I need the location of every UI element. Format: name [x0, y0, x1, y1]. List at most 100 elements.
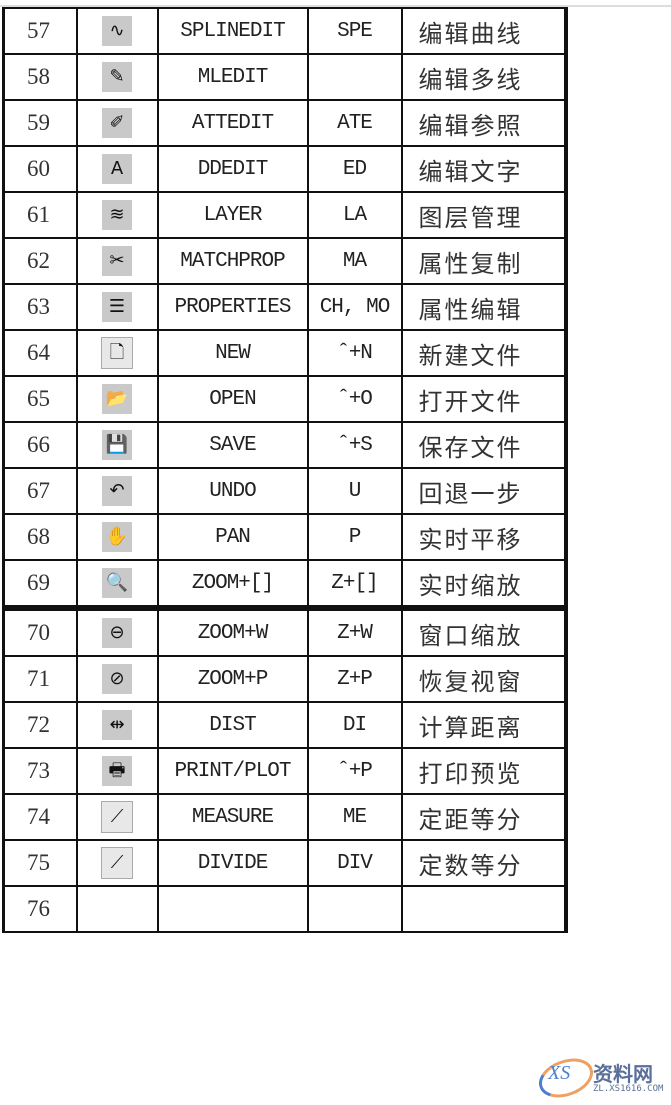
row-number: 70: [2, 605, 78, 657]
command-alias: ˆ+P: [306, 747, 403, 795]
row-number: 68: [2, 513, 78, 561]
watermark-logo: XS: [548, 1062, 571, 1084]
row-number: 57: [2, 7, 78, 55]
command-name: UNDO: [156, 467, 309, 515]
command-name: ZOOM+W: [156, 605, 309, 657]
command-name: ZOOM+[]: [156, 559, 309, 609]
command-name: MLEDIT: [156, 53, 309, 101]
table-row: 74 ⟋ MEASURE ME 定距等分: [2, 793, 567, 841]
command-alias: ˆ+O: [306, 375, 403, 423]
icon-cell: ↶: [75, 467, 159, 515]
command-description: 计算距离: [400, 701, 567, 749]
measure-icon: ⟋: [101, 801, 133, 833]
icon-cell: A: [75, 145, 159, 193]
command-description: 回退一步: [400, 467, 567, 515]
table-row: 65 📂 OPEN ˆ+O 打开文件: [2, 375, 567, 423]
table-row: 70 ⊖ ZOOM+W Z+W 窗口缩放: [2, 605, 567, 657]
command-name: NEW: [156, 329, 309, 377]
icon-cell: ≋: [75, 191, 159, 239]
command-alias: ME: [306, 793, 403, 841]
command-name: DDEDIT: [156, 145, 309, 193]
table-row: 72 ⇹ DIST DI 计算距离: [2, 701, 567, 749]
table-row: 71 ⊘ ZOOM+P Z+P 恢复视窗: [2, 655, 567, 703]
command-description: 定数等分: [400, 839, 567, 887]
command-name: PROPERTIES: [156, 283, 309, 331]
command-description: 编辑多线: [400, 53, 567, 101]
table-row: 64 🗋 NEW ˆ+N 新建文件: [2, 329, 567, 377]
command-description: 实时缩放: [400, 559, 567, 609]
command-name: PRINT/PLOT: [156, 747, 309, 795]
table-row: 66 💾 SAVE ˆ+S 保存文件: [2, 421, 567, 469]
command-alias: ATE: [306, 99, 403, 147]
table-row: 69 🔍 ZOOM+[] Z+[] 实时缩放: [2, 559, 567, 609]
table-row: 68 ✋ PAN P 实时平移: [2, 513, 567, 561]
pan-hand-icon: ✋: [102, 522, 132, 552]
open-folder-icon: 📂: [102, 384, 132, 414]
table-row: 63 ☰ PROPERTIES CH, MO 属性编辑: [2, 283, 567, 331]
command-alias: SPE: [306, 7, 403, 55]
table-row: 62 ✂ MATCHPROP MA 属性复制: [2, 237, 567, 285]
icon-cell: ⇹: [75, 701, 159, 749]
distance-icon: ⇹: [102, 710, 132, 740]
command-alias: ED: [306, 145, 403, 193]
zoom-window-icon: ⊖: [102, 618, 132, 648]
table-row: 76: [2, 885, 567, 933]
icon-cell: 🖶: [75, 747, 159, 795]
row-number: 69: [2, 559, 78, 609]
command-alias: Z+[]: [306, 559, 403, 609]
command-name: [156, 885, 309, 933]
divide-icon: ⟋: [101, 847, 133, 879]
command-alias: DIV: [306, 839, 403, 887]
icon-cell: ∿: [75, 7, 159, 55]
row-number: 66: [2, 421, 78, 469]
command-name: SPLINEDIT: [156, 7, 309, 55]
row-number: 65: [2, 375, 78, 423]
row-number: 67: [2, 467, 78, 515]
command-alias: Z+P: [306, 655, 403, 703]
table-row: 67 ↶ UNDO U 回退一步: [2, 467, 567, 515]
row-number: 74: [2, 793, 78, 841]
row-number: 59: [2, 99, 78, 147]
row-number: 64: [2, 329, 78, 377]
command-name: LAYER: [156, 191, 309, 239]
icon-cell: 🔍: [75, 559, 159, 609]
command-alias: [306, 885, 403, 933]
icon-cell: ✋: [75, 513, 159, 561]
table-row: 58 ✎ MLEDIT 编辑多线: [2, 53, 567, 101]
spline-edit-icon: ∿: [102, 16, 132, 46]
zoom-previous-icon: ⊘: [102, 664, 132, 694]
icon-cell: ⊖: [75, 605, 159, 657]
row-number: 62: [2, 237, 78, 285]
row-number: 63: [2, 283, 78, 331]
row-number: 76: [2, 885, 78, 933]
undo-icon: ↶: [102, 476, 132, 506]
command-name: SAVE: [156, 421, 309, 469]
command-description: 打开文件: [400, 375, 567, 423]
command-name: DIST: [156, 701, 309, 749]
zoom-realtime-icon: 🔍: [102, 568, 132, 598]
table-row: 57 ∿ SPLINEDIT SPE 编辑曲线: [2, 7, 567, 55]
layers-icon: ≋: [102, 200, 132, 230]
command-name: MEASURE: [156, 793, 309, 841]
command-description: 实时平移: [400, 513, 567, 561]
command-alias: ˆ+S: [306, 421, 403, 469]
printer-icon: 🖶: [102, 756, 132, 786]
command-description: 恢复视窗: [400, 655, 567, 703]
new-file-icon: 🗋: [101, 337, 133, 369]
icon-cell: ⟋: [75, 839, 159, 887]
match-properties-icon: ✂: [102, 246, 132, 276]
icon-cell: ⊘: [75, 655, 159, 703]
command-description: 编辑参照: [400, 99, 567, 147]
command-description: 编辑曲线: [400, 7, 567, 55]
row-number: 75: [2, 839, 78, 887]
command-description: 属性编辑: [400, 283, 567, 331]
icon-cell: 📂: [75, 375, 159, 423]
icon-cell: [75, 885, 159, 933]
properties-icon: ☰: [102, 292, 132, 322]
watermark: XS 资料网 ZL.XS1616.COM: [533, 1051, 668, 1105]
icon-cell: 💾: [75, 421, 159, 469]
table-row: 61 ≋ LAYER LA 图层管理: [2, 191, 567, 239]
row-number: 58: [2, 53, 78, 101]
command-alias: LA: [306, 191, 403, 239]
icon-cell: 🗋: [75, 329, 159, 377]
